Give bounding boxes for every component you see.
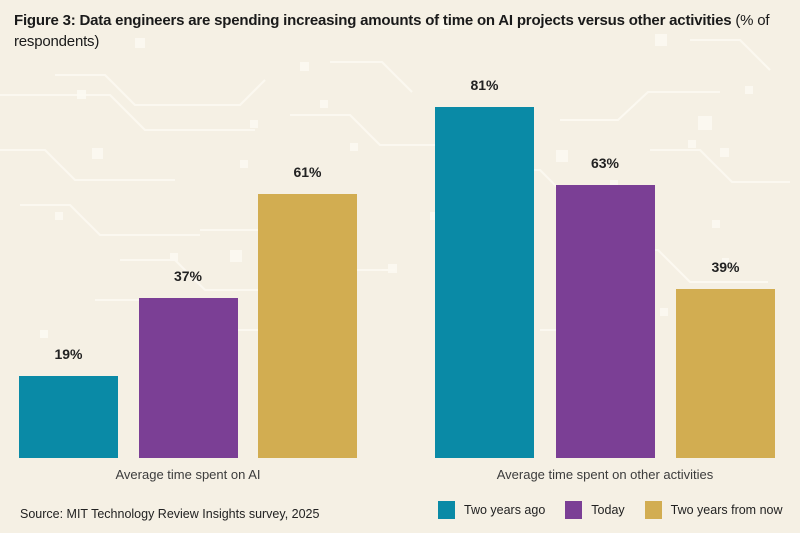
legend-swatch-today xyxy=(565,501,583,519)
bar-today-group-2 xyxy=(555,185,655,458)
bar-today-group-1 xyxy=(138,298,238,458)
source-note: Source: MIT Technology Review Insights s… xyxy=(20,507,320,521)
figure-title-subtitle: (% of respondents) xyxy=(14,12,770,50)
bar-two-years-from-now-group-2 xyxy=(676,289,775,458)
figure-title: Figure 3: Data engineers are spending in… xyxy=(14,10,788,52)
bar-group-2: 81% 63% 39% xyxy=(435,77,775,458)
bar-value-label: 63% xyxy=(590,155,620,171)
legend-label: Two years ago xyxy=(464,503,546,517)
bar-column: 19% xyxy=(19,346,118,458)
bar-column: 39% xyxy=(676,259,775,458)
bar-value-label: 37% xyxy=(173,268,203,284)
bar-column: 63% xyxy=(555,155,655,458)
bar-column: 81% xyxy=(435,77,534,458)
bar-group-1: 19% 37% 61% xyxy=(19,164,357,458)
legend-item-two-years-ago: Two years ago xyxy=(438,501,545,519)
bar-value-label: 19% xyxy=(54,346,83,362)
x-axis-label-group-1: Average time spent on AI xyxy=(115,467,261,482)
bar-column: 37% xyxy=(138,268,238,458)
bar-value-label: 81% xyxy=(470,77,499,93)
legend-swatch-two-years-ago xyxy=(438,501,455,519)
bar-value-label: 39% xyxy=(711,259,740,275)
legend-label: Today xyxy=(591,503,625,517)
figure-title-main: Figure 3: Data engineers are spending in… xyxy=(14,12,732,29)
bar-two-years-ago-group-1 xyxy=(19,376,118,458)
bar-column: 61% xyxy=(258,164,357,458)
legend-item-two-years-from-now: Two years from now xyxy=(644,501,783,519)
x-axis-label-group-2: Average time spent on other activities xyxy=(496,467,714,482)
bar-two-years-ago-group-2 xyxy=(435,107,534,458)
legend-label: Two years from now xyxy=(670,503,783,517)
bar-value-label: 61% xyxy=(293,164,322,180)
legend-item-today: Today xyxy=(565,501,625,519)
bar-two-years-from-now-group-1 xyxy=(258,194,357,458)
chart-legend: Two years ago Today Two years from now xyxy=(438,501,783,519)
legend-swatch-two-years-from-now xyxy=(644,501,662,519)
